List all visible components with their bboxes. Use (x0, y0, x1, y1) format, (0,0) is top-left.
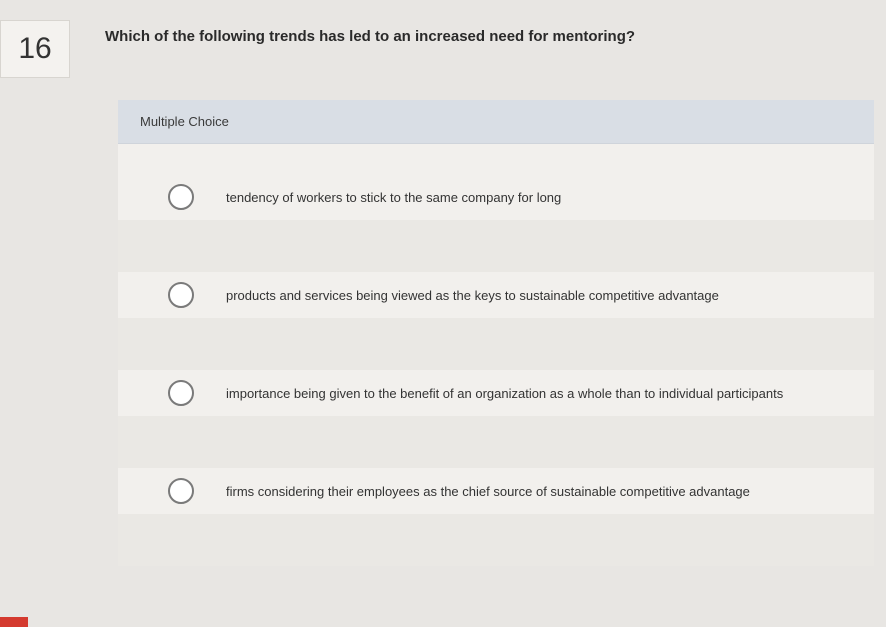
radio-icon[interactable] (168, 282, 194, 308)
option-label: importance being given to the benefit of… (226, 386, 783, 401)
option-label: products and services being viewed as th… (226, 288, 719, 303)
option-row[interactable]: importance being given to the benefit of… (118, 370, 874, 416)
question-number-box: 16 (0, 20, 70, 78)
option-row[interactable]: tendency of workers to stick to the same… (118, 174, 874, 220)
question-number: 16 (18, 32, 51, 66)
option-gap (118, 220, 874, 272)
option-gap (118, 318, 874, 370)
answer-panel: Multiple Choice tendency of workers to s… (118, 100, 874, 566)
radio-icon[interactable] (168, 184, 194, 210)
option-row[interactable]: products and services being viewed as th… (118, 272, 874, 318)
radio-icon[interactable] (168, 380, 194, 406)
panel-header: Multiple Choice (118, 100, 874, 144)
option-gap (118, 416, 874, 468)
red-accent-tab (0, 617, 28, 627)
option-gap (118, 514, 874, 566)
question-text: Which of the following trends has led to… (105, 28, 635, 45)
option-row[interactable]: firms considering their employees as the… (118, 468, 874, 514)
option-label: firms considering their employees as the… (226, 484, 750, 499)
option-label: tendency of workers to stick to the same… (226, 190, 561, 205)
radio-icon[interactable] (168, 478, 194, 504)
options-list: tendency of workers to stick to the same… (118, 144, 874, 566)
